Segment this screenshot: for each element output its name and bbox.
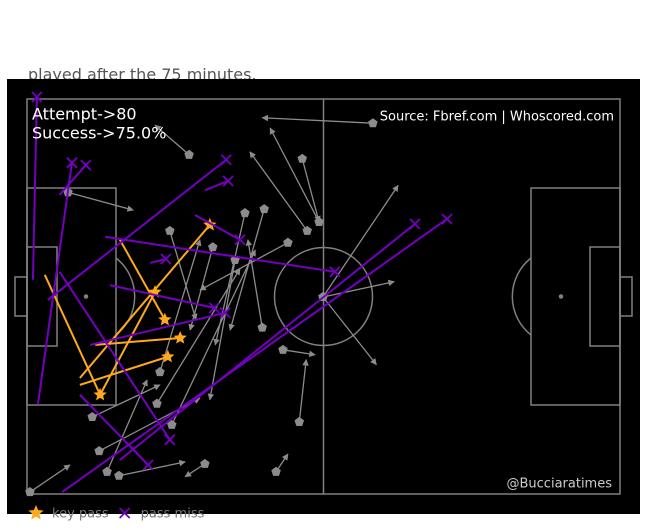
star-marker <box>28 505 44 520</box>
x-marker <box>329 266 341 278</box>
pentagon-marker <box>259 204 269 214</box>
x-marker <box>164 434 176 446</box>
pass-line <box>298 359 309 422</box>
pentagon-marker <box>152 398 162 408</box>
pentagon-marker <box>283 237 293 247</box>
pentagon-marker <box>184 149 194 159</box>
pass-line <box>58 271 171 441</box>
legend: key pass pass miss <box>28 505 205 522</box>
x-marker <box>219 307 231 319</box>
pitch <box>14 98 633 495</box>
pass-line <box>91 384 161 418</box>
pentagon-marker <box>167 419 177 429</box>
pass-line <box>322 279 395 298</box>
pentagon-marker <box>155 367 165 377</box>
x-marker <box>234 234 246 246</box>
pass-line <box>149 258 167 264</box>
pentagon-marker <box>240 208 250 218</box>
star-marker <box>173 330 187 344</box>
x-marker <box>220 154 232 166</box>
pentagon-marker <box>271 466 281 476</box>
pass-line <box>207 259 236 401</box>
pentagon-marker <box>297 153 308 163</box>
pentagon-marker <box>165 225 175 235</box>
pass-line <box>36 162 73 405</box>
x-marker <box>66 157 78 169</box>
pass-line <box>159 239 202 373</box>
pass-line <box>31 97 38 280</box>
pass-line <box>171 249 256 426</box>
pentagon-marker <box>302 225 312 235</box>
pass-line <box>322 296 377 366</box>
x-marker <box>142 459 154 471</box>
star-marker <box>161 349 175 363</box>
source: Source: Fbref.com | Whoscored.com <box>380 110 614 125</box>
pass-line <box>269 127 320 223</box>
pass-line <box>199 242 289 291</box>
pass-line <box>90 311 226 346</box>
pentagon-marker <box>87 411 97 422</box>
pass-line <box>249 151 308 232</box>
pass-line <box>261 114 373 124</box>
pass-line <box>301 158 321 223</box>
legend-label: pass miss <box>141 507 205 522</box>
x-marker <box>441 213 453 225</box>
star-marker <box>158 312 172 326</box>
pass-line <box>109 284 215 309</box>
pentagon-marker <box>314 216 324 226</box>
pentagon-marker <box>208 242 218 252</box>
pass-line <box>67 191 134 212</box>
pass-line <box>61 218 448 493</box>
pentagon-marker <box>257 322 267 332</box>
pass-line <box>156 268 241 404</box>
pentagon-marker <box>368 118 378 128</box>
pentagon-marker <box>114 470 124 480</box>
pass-line <box>204 180 229 192</box>
pass-line <box>228 208 265 331</box>
pentagon-marker <box>294 416 305 426</box>
pass-line <box>119 223 416 461</box>
x-marker <box>31 91 43 103</box>
pentagon-marker <box>94 446 104 456</box>
x-marker <box>222 175 234 187</box>
pass-line <box>154 124 190 156</box>
pass-line <box>282 349 316 358</box>
pass-line <box>47 158 227 301</box>
x-marker <box>119 507 131 519</box>
pentagon-marker <box>278 344 288 354</box>
pentagon-marker <box>200 458 210 468</box>
pass-line <box>169 230 198 321</box>
x-marker <box>160 253 172 265</box>
pass-line <box>194 214 241 241</box>
x-marker <box>409 218 421 230</box>
pass-line <box>99 291 156 396</box>
pentagon-marker <box>25 487 35 497</box>
attempt-label: Attempt->80 <box>32 105 137 124</box>
pass-line <box>29 464 71 493</box>
pass-line <box>322 184 399 298</box>
pentagon-marker <box>102 466 112 476</box>
x-marker <box>208 302 220 314</box>
success-label: Success->75.0% <box>32 124 166 143</box>
pass-line <box>104 235 336 273</box>
credit: @Bucciaratimes <box>507 477 613 492</box>
legend-label: key pass <box>52 507 109 522</box>
x-marker <box>80 159 92 171</box>
pass-line <box>79 394 149 466</box>
pass-line <box>119 239 166 321</box>
passes <box>25 91 453 497</box>
